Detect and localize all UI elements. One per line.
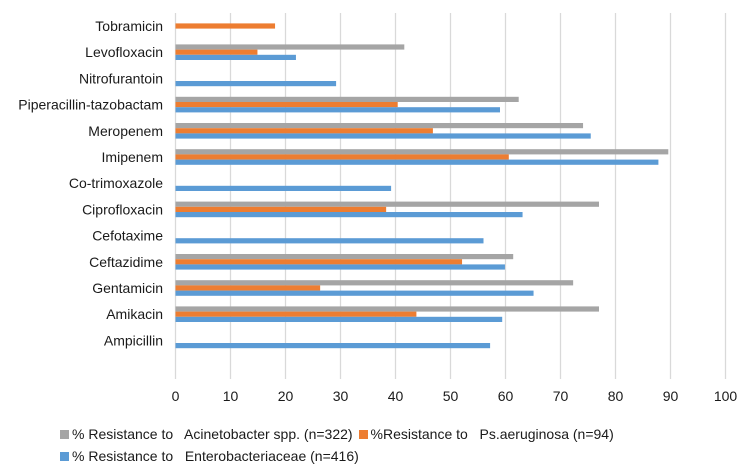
bar-ceftazidime-series-2 [175,264,505,270]
x-tick-label: 40 [388,388,404,404]
legend-item-acinetobacter: % Resistance to Acinetobacter spp. (n=32… [60,426,353,442]
category-label-nitrofurantoin: Nitrofurantoin [79,70,163,86]
bar-ceftazidime-series-1 [175,259,463,265]
legend-swatch-acinetobacter [60,429,69,439]
category-label-ampicillin: Ampicillin [104,332,163,348]
bar-imipenem-series-2 [175,159,659,165]
legend-label-ps-aeruginosa: %Resistance to Ps.aeruginosa (n=94) [370,426,614,442]
category-label-tobramicin: Tobramicin [95,18,163,34]
category-label-piperacillin-tazobactam: Piperacillin-tazobactam [18,97,163,113]
bar-cefotaxime-series-2 [175,238,484,244]
legend-row-1: % Resistance to Acinetobacter spp. (n=32… [60,423,620,445]
category-label-co-trimoxazole: Co-trimoxazole [69,175,163,191]
x-tick-label: 90 [663,388,679,404]
bar-amikacin-series-0 [175,306,599,312]
x-tick-label: 80 [608,388,624,404]
category-label-amikacin: Amikacin [106,306,163,322]
bar-gentamicin-series-1 [175,285,321,291]
x-tick-label: 30 [333,388,349,404]
category-label-meropenem: Meropenem [88,123,163,139]
bar-gentamicin-series-2 [175,290,534,296]
bar-imipenem-series-0 [175,149,669,155]
x-tick-label: 100 [714,388,738,404]
bar-piperacillin-tazobactam-series-1 [175,102,398,108]
legend-item-ps-aeruginosa: %Resistance to Ps.aeruginosa (n=94) [358,426,614,442]
x-tick-label: 0 [172,388,180,404]
legend-swatch-enterobacteriaceae [60,451,69,461]
bar-imipenem-series-1 [175,154,509,160]
bar-nitrofurantoin-series-2 [175,81,337,87]
bar-amikacin-series-1 [175,311,417,317]
bar-ciprofloxacin-series-0 [175,201,599,207]
bar-meropenem-series-0 [175,123,584,129]
x-tick-label: 70 [553,388,569,404]
legend-item-enterobacteriaceae: % Resistance to Enterobacteriaceae (n=41… [60,448,359,464]
bar-piperacillin-tazobactam-series-0 [175,96,519,102]
bar-levofloxacin-series-0 [175,44,405,50]
category-label-ciprofloxacin: Ciprofloxacin [82,201,163,217]
category-label-ceftazidime: Ceftazidime [89,254,163,270]
bar-meropenem-series-1 [175,128,433,134]
category-labels: Tobramicin Levofloxacin Nitrofurantoin Pipe… [18,18,163,348]
category-label-cefotaxime: Cefotaxime [92,228,163,244]
x-tick-label: 10 [223,388,239,404]
bar-piperacillin-tazobactam-series-2 [175,107,500,113]
bar-ciprofloxacin-series-2 [175,212,523,218]
bars [175,23,669,349]
gridlines [174,13,727,379]
bar-gentamicin-series-0 [175,280,574,286]
bar-levofloxacin-series-2 [175,54,296,60]
category-label-gentamicin: Gentamicin [92,280,163,296]
x-tick-label: 60 [498,388,514,404]
bar-co-trimoxazole-series-2 [175,185,392,191]
bar-chart: Tobramicin Levofloxacin Nitrofurantoin Pipe… [18,13,738,404]
bar-ampicillin-series-2 [175,343,491,349]
legend-swatch-ps-aeruginosa [358,429,368,439]
legend-label-enterobacteriaceae: % Resistance to Enterobacteriaceae (n=41… [72,448,359,464]
bar-amikacin-series-2 [175,316,503,322]
legend: % Resistance to Acinetobacter spp. (n=32… [60,423,620,467]
legend-label-acinetobacter: % Resistance to Acinetobacter spp. (n=32… [72,426,353,442]
x-tick-labels: 0 10 20 30 40 50 60 70 80 90 100 [172,388,738,404]
category-label-imipenem: Imipenem [102,149,163,165]
bar-tobramicin-series-1 [175,23,276,29]
category-label-levofloxacin: Levofloxacin [85,44,163,60]
bar-meropenem-series-2 [175,133,591,139]
legend-row-2: % Resistance to Enterobacteriaceae (n=41… [60,445,620,467]
bar-ciprofloxacin-series-1 [175,206,387,212]
bar-levofloxacin-series-1 [175,49,258,55]
bar-ceftazidime-series-0 [175,254,514,260]
x-tick-label: 20 [278,388,294,404]
x-tick-label: 50 [443,388,459,404]
